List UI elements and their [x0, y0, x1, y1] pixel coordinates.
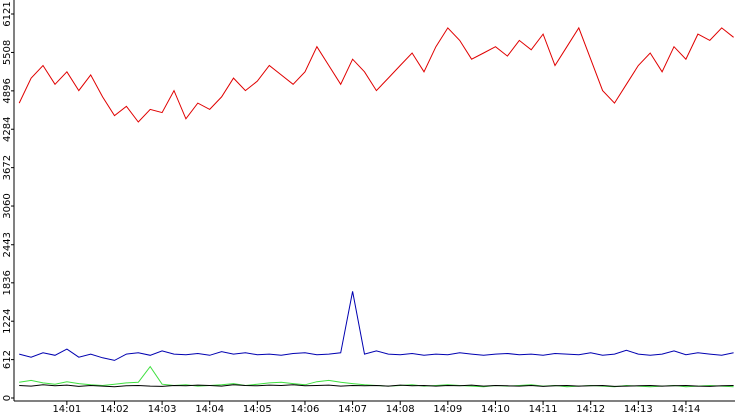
- y-tick-label: 2443: [2, 232, 13, 257]
- y-tick-label: 1224: [2, 308, 13, 333]
- x-tick-label: 14:05: [243, 404, 272, 415]
- x-tick-label: 14:02: [100, 404, 129, 415]
- y-tick-label: 0: [2, 395, 13, 401]
- y-tick-label: 4284: [2, 117, 13, 142]
- series-line: [19, 384, 734, 388]
- y-tick-label: 5508: [2, 40, 13, 65]
- y-tick-label: 4896: [2, 78, 13, 103]
- y-tick-label: 3060: [2, 193, 13, 218]
- series-line: [19, 291, 734, 361]
- y-tick-label: 612: [2, 350, 13, 369]
- x-tick-label: 14:13: [624, 404, 653, 415]
- x-tick-label: 14:14: [672, 404, 701, 415]
- x-tick-label: 14:08: [386, 404, 415, 415]
- series-line: [19, 365, 734, 388]
- y-tick-label: 1836: [2, 270, 13, 295]
- x-tick-label: 14:01: [52, 404, 81, 415]
- x-tick-label: 14:04: [195, 404, 224, 415]
- x-tick-label: 14:07: [338, 404, 367, 415]
- x-tick-label: 14:03: [148, 404, 177, 415]
- x-tick-label: 14:11: [529, 404, 558, 415]
- y-tick-label: 6121: [2, 1, 13, 26]
- x-tick-label: 14:06: [291, 404, 320, 415]
- x-tick-label: 14:10: [481, 404, 510, 415]
- series-line: [18, 26, 734, 123]
- x-tick-label: 14:09: [433, 404, 462, 415]
- x-tick-label: 14:12: [576, 404, 605, 415]
- y-tick-label: 3672: [2, 155, 13, 180]
